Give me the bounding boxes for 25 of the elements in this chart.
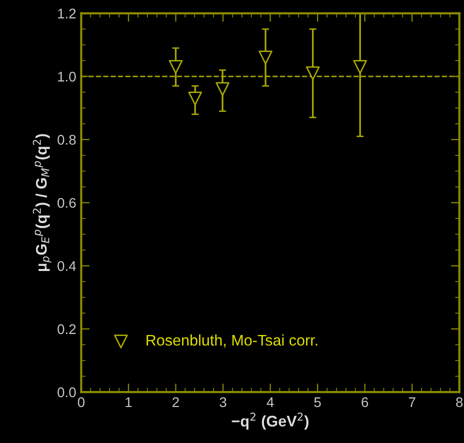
point — [306, 66, 320, 80]
x-tick-label: 1 — [126, 397, 132, 407]
text: μ$_{p}$G$_{E}$$^{p}$(q$^{2}$) / G$_{M}$$^{p}$(q$^{2}$) — [32, 134, 52, 272]
y-tick-label: 0.8 — [58, 134, 76, 145]
x-axis-title: −q$^{2}$ (GeV$^{2}$) — [232, 412, 308, 430]
y-tick-label: 0.4 — [58, 261, 76, 271]
point — [168, 60, 183, 74]
y-tick-label: 0.0 — [58, 387, 76, 398]
x-tick-label: 3 — [220, 397, 226, 408]
x-tick-label: 8 — [456, 397, 463, 408]
point — [353, 60, 367, 74]
x-tick-label: 2 — [172, 397, 179, 407]
x-tick-label: 7 — [408, 397, 416, 407]
y-tick-label: 1.0 — [58, 72, 76, 82]
x-tick-label: 0 — [78, 397, 85, 408]
point — [216, 82, 230, 96]
y-tick-label: 1.2 — [58, 8, 76, 18]
y-tick-label: 0.6 — [58, 198, 76, 208]
x-tick-label: 5 — [314, 397, 321, 408]
x-tick-label: 4 — [266, 397, 274, 407]
y-tick-label: 0.2 — [58, 324, 76, 334]
point — [188, 92, 202, 106]
point — [258, 50, 272, 64]
legend-label: Rosenbluth, Mo-Tsai corr. — [146, 334, 318, 348]
x-tick-label: 6 — [362, 397, 368, 408]
